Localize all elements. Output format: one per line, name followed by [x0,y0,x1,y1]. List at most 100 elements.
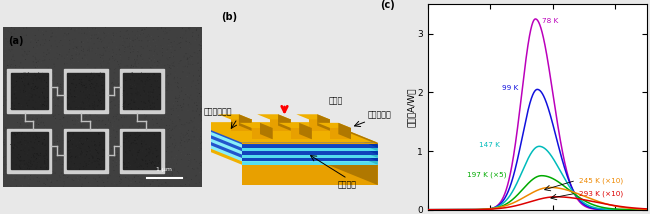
Point [33,108,44,112]
Point [172,158,183,162]
Point [88,107,98,110]
Point [119,131,129,135]
Point [156,44,166,47]
Point [20,175,30,178]
Point [51,89,62,93]
Point [148,156,158,160]
Point [172,144,182,148]
Point [59,132,70,136]
Point [16,79,27,82]
Point [67,104,77,108]
Point [101,106,112,109]
Point [151,96,162,100]
Point [5,98,15,101]
Point [81,132,92,136]
Point [122,136,133,139]
Point [127,122,137,126]
Point [22,152,32,155]
Point [135,54,146,57]
Point [28,133,38,137]
Point [6,162,17,165]
Point [10,133,20,137]
Point [96,77,107,80]
Point [58,116,69,119]
Point [84,164,94,167]
Point [101,107,112,110]
Point [172,32,182,35]
Point [72,94,83,97]
Point [129,184,139,187]
Point [133,150,143,154]
Point [61,173,72,176]
Point [149,89,159,93]
Point [133,82,144,86]
Point [118,103,129,106]
Point [37,104,47,108]
Polygon shape [191,127,378,148]
Point [18,155,28,159]
Point [59,62,70,66]
Point [126,91,136,94]
Point [70,95,80,98]
Point [34,180,45,183]
Point [17,86,27,90]
Point [144,91,154,94]
Point [89,143,99,147]
Point [112,115,123,119]
Point [97,120,107,123]
Point [18,160,29,163]
Point [62,178,72,182]
Point [20,79,31,83]
Point [196,110,206,113]
Point [195,149,205,152]
Point [118,74,128,77]
Point [24,74,34,78]
Point [73,56,83,59]
Point [40,38,51,42]
Point [146,66,157,70]
Point [172,76,182,79]
Point [87,130,98,134]
Point [19,138,29,142]
Point [70,37,81,41]
Point [97,54,107,57]
Point [122,29,133,32]
Point [176,90,187,93]
Point [112,107,122,111]
Point [145,182,155,186]
Point [18,76,29,79]
Point [192,177,203,180]
Point [100,26,110,29]
Point [47,28,58,32]
Point [196,44,206,47]
Point [33,156,44,159]
Point [39,143,49,146]
Point [62,161,72,164]
Point [94,96,104,100]
Point [96,40,107,44]
Point [165,44,176,47]
Point [124,139,134,143]
Point [129,135,139,138]
Point [8,101,18,104]
Point [87,79,98,83]
Point [144,152,154,156]
Point [116,158,126,161]
Point [60,69,71,73]
Point [57,167,67,171]
Point [53,51,63,54]
Point [120,165,130,168]
Point [77,182,87,186]
Point [176,184,186,188]
Point [138,137,149,140]
Point [53,57,63,61]
Point [89,140,99,143]
Point [64,75,75,78]
Point [72,138,83,142]
Point [155,175,165,179]
Point [35,95,46,99]
Point [106,124,116,128]
Point [83,128,94,131]
Point [65,108,75,111]
Point [124,37,135,40]
